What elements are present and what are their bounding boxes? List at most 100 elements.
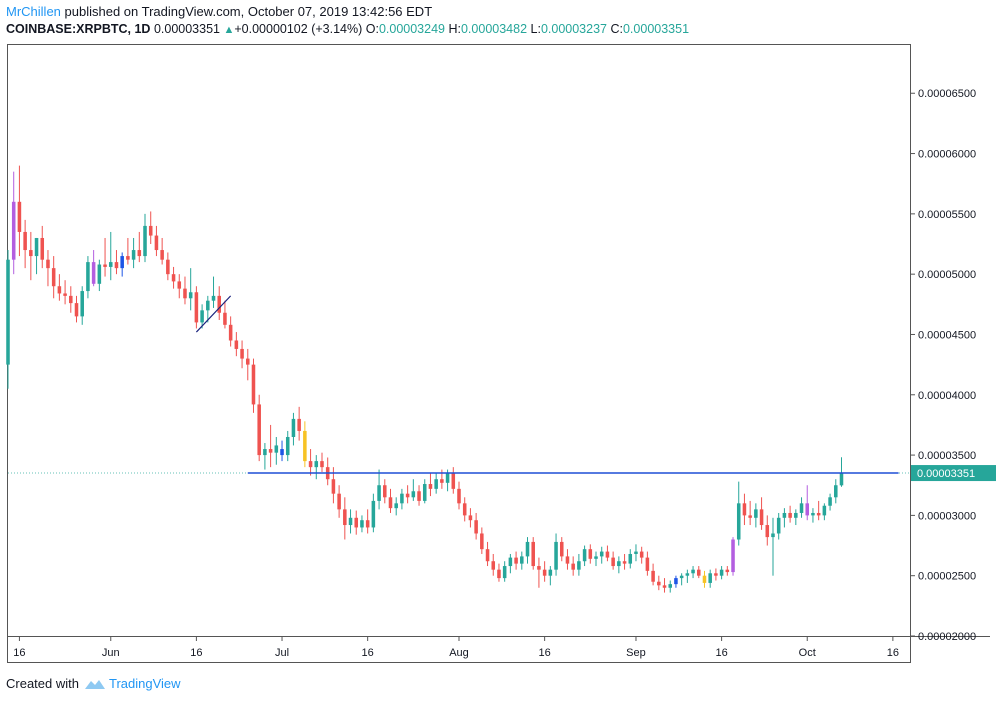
candle[interactable] bbox=[148, 211, 153, 245]
candle[interactable] bbox=[177, 274, 182, 299]
candle[interactable] bbox=[634, 544, 638, 562]
candle[interactable] bbox=[525, 537, 530, 564]
candle[interactable] bbox=[74, 295, 79, 323]
candle[interactable] bbox=[257, 394, 261, 462]
candle[interactable] bbox=[377, 469, 381, 510]
candle[interactable] bbox=[303, 421, 307, 468]
candle[interactable] bbox=[417, 485, 421, 506]
candle[interactable] bbox=[223, 300, 227, 329]
candle[interactable] bbox=[97, 259, 102, 292]
candle[interactable] bbox=[183, 276, 187, 305]
candle[interactable] bbox=[531, 537, 535, 570]
candle[interactable] bbox=[679, 573, 684, 586]
candle[interactable] bbox=[11, 171, 16, 275]
candle[interactable] bbox=[565, 549, 570, 570]
candle[interactable] bbox=[537, 557, 541, 588]
candle[interactable] bbox=[554, 533, 558, 576]
candle[interactable] bbox=[388, 488, 393, 513]
candle[interactable] bbox=[794, 509, 798, 526]
candle[interactable] bbox=[23, 219, 27, 269]
candle[interactable] bbox=[166, 252, 170, 281]
candle[interactable] bbox=[702, 570, 707, 588]
candle[interactable] bbox=[639, 546, 644, 564]
candle[interactable] bbox=[622, 553, 627, 570]
candle[interactable] bbox=[405, 485, 410, 504]
candle[interactable] bbox=[514, 551, 518, 570]
candle[interactable] bbox=[645, 551, 650, 576]
candle[interactable] bbox=[657, 575, 661, 591]
candle[interactable] bbox=[120, 252, 124, 277]
candle[interactable] bbox=[485, 541, 490, 567]
candle[interactable] bbox=[725, 566, 730, 576]
candle[interactable] bbox=[685, 569, 690, 583]
candle[interactable] bbox=[491, 553, 496, 576]
candle[interactable] bbox=[822, 503, 827, 521]
candle[interactable] bbox=[285, 430, 290, 462]
candle[interactable] bbox=[754, 503, 758, 528]
candle[interactable] bbox=[131, 237, 136, 269]
candle[interactable] bbox=[468, 508, 473, 528]
candle[interactable] bbox=[343, 497, 347, 540]
candle[interactable] bbox=[365, 509, 370, 534]
candle[interactable] bbox=[206, 295, 210, 323]
candle[interactable] bbox=[520, 551, 524, 570]
author-link[interactable]: MrChillen bbox=[6, 4, 61, 19]
candle[interactable] bbox=[559, 537, 564, 562]
candle[interactable] bbox=[771, 517, 775, 576]
candle[interactable] bbox=[651, 563, 655, 586]
candle[interactable] bbox=[599, 546, 604, 564]
candle[interactable] bbox=[594, 551, 598, 567]
candle[interactable] bbox=[40, 225, 45, 269]
candle[interactable] bbox=[234, 332, 239, 357]
candle[interactable] bbox=[57, 274, 62, 301]
candle[interactable] bbox=[548, 566, 553, 586]
candle[interactable] bbox=[782, 508, 787, 528]
candle[interactable] bbox=[160, 237, 164, 265]
candle[interactable] bbox=[542, 561, 547, 582]
candle[interactable] bbox=[348, 509, 353, 534]
candle[interactable] bbox=[588, 544, 593, 564]
candle[interactable] bbox=[394, 497, 398, 516]
candle[interactable] bbox=[320, 452, 324, 472]
candle[interactable] bbox=[114, 250, 119, 275]
candle[interactable] bbox=[200, 304, 204, 329]
candle[interactable] bbox=[788, 505, 792, 523]
candle[interactable] bbox=[662, 578, 667, 593]
candle[interactable] bbox=[611, 551, 615, 570]
candle[interactable] bbox=[451, 467, 456, 494]
candle[interactable] bbox=[811, 508, 815, 523]
candle[interactable] bbox=[834, 479, 838, 504]
candle[interactable] bbox=[748, 500, 752, 526]
candle[interactable] bbox=[314, 455, 319, 480]
candle[interactable] bbox=[691, 566, 695, 579]
candle[interactable] bbox=[154, 225, 159, 257]
candle[interactable] bbox=[337, 485, 341, 518]
candle[interactable] bbox=[126, 237, 130, 265]
candle[interactable] bbox=[765, 515, 770, 546]
candle[interactable] bbox=[697, 566, 701, 579]
candle[interactable] bbox=[86, 256, 90, 299]
candle[interactable] bbox=[360, 515, 364, 533]
candle[interactable] bbox=[571, 556, 575, 576]
candle[interactable] bbox=[582, 545, 587, 567]
candle[interactable] bbox=[502, 561, 507, 582]
candle[interactable] bbox=[719, 566, 724, 580]
candle[interactable] bbox=[69, 286, 73, 313]
candle[interactable] bbox=[217, 286, 221, 320]
candle[interactable] bbox=[63, 280, 67, 305]
candle[interactable] bbox=[776, 512, 781, 540]
candle[interactable] bbox=[34, 237, 39, 275]
candle[interactable] bbox=[80, 286, 84, 325]
candle[interactable] bbox=[268, 424, 273, 468]
time-axis[interactable]: 16 Jun 16 Jul 16 Aug 16 Sep 16 Oct 16 bbox=[13, 636, 899, 659]
candle[interactable] bbox=[17, 165, 22, 257]
candle[interactable] bbox=[736, 481, 741, 546]
candle[interactable] bbox=[108, 231, 113, 281]
candle[interactable] bbox=[308, 449, 313, 476]
candle[interactable] bbox=[91, 250, 96, 287]
candle[interactable] bbox=[731, 537, 735, 576]
candle[interactable] bbox=[251, 358, 256, 413]
price-axis[interactable]: 0.00002000 0.00002500 0.00003000 0.00003500… bbox=[910, 88, 996, 643]
candle[interactable] bbox=[480, 527, 484, 554]
candle[interactable] bbox=[371, 493, 376, 533]
